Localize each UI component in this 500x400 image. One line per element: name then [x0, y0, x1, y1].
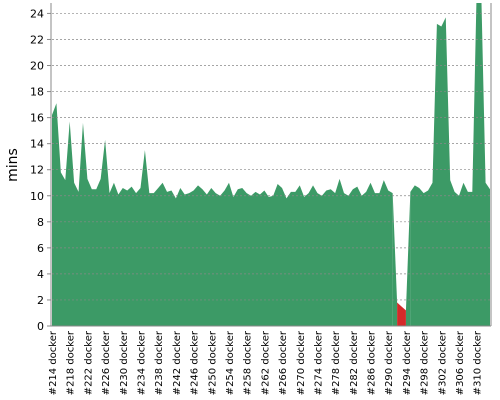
y-tick-label: 0: [37, 320, 44, 333]
y-tick-label: 24: [30, 7, 44, 20]
area-transition: [392, 193, 398, 326]
y-tick-label: 2: [37, 294, 44, 307]
plot-area: [52, 3, 490, 326]
x-tick-label: #250 docker: [207, 330, 218, 395]
y-tick-label: 18: [30, 86, 44, 99]
y-tick-label: 4: [37, 268, 44, 281]
x-tick-label: #214 docker: [48, 330, 59, 395]
y-tick-label: 12: [30, 164, 44, 177]
x-tick-label: #218 docker: [66, 330, 77, 395]
y-tick-label: 6: [37, 242, 44, 255]
x-tick-label: #254 docker: [225, 330, 236, 395]
area: [410, 3, 490, 326]
x-tick-label: #282 docker: [349, 330, 360, 395]
y-tick-label: 22: [30, 33, 44, 46]
x-tick-label: #306 docker: [455, 330, 466, 395]
x-tick-label: #278 docker: [331, 330, 342, 395]
x-tick-label: #226 docker: [101, 330, 112, 395]
y-axis-label: mins: [5, 148, 21, 182]
y-tick-label: 10: [30, 190, 44, 203]
x-tick-label: #262 docker: [260, 330, 271, 395]
x-tick-label: #266 docker: [278, 330, 289, 395]
x-tick-label: #242 docker: [172, 330, 183, 395]
x-tick-label: #246 docker: [190, 330, 201, 395]
x-tick-label: #222 docker: [83, 330, 94, 395]
y-tick-label: 16: [30, 112, 44, 125]
x-tick-label: #310 docker: [473, 330, 484, 395]
x-tick-label: #298 docker: [420, 330, 431, 395]
x-tick-label: #234 docker: [136, 330, 147, 395]
x-tick-label: #270 docker: [296, 330, 307, 395]
y-tick-label: 20: [30, 60, 44, 73]
y-tick-label: 8: [37, 216, 44, 229]
x-tick-label: #238 docker: [154, 330, 165, 395]
area: [52, 103, 393, 326]
x-tick-label: #230 docker: [119, 330, 130, 395]
area-transition: [405, 191, 411, 326]
x-tick-label: #258 docker: [243, 330, 254, 395]
x-tick-label: #294 docker: [402, 330, 413, 395]
area: [397, 302, 406, 326]
x-tick-label: #302 docker: [437, 330, 448, 395]
x-tick-label: #286 docker: [367, 330, 378, 395]
x-tick-label: #274 docker: [313, 330, 324, 395]
y-tick-label: 14: [30, 138, 44, 151]
x-tick-label: #290 docker: [384, 330, 395, 395]
